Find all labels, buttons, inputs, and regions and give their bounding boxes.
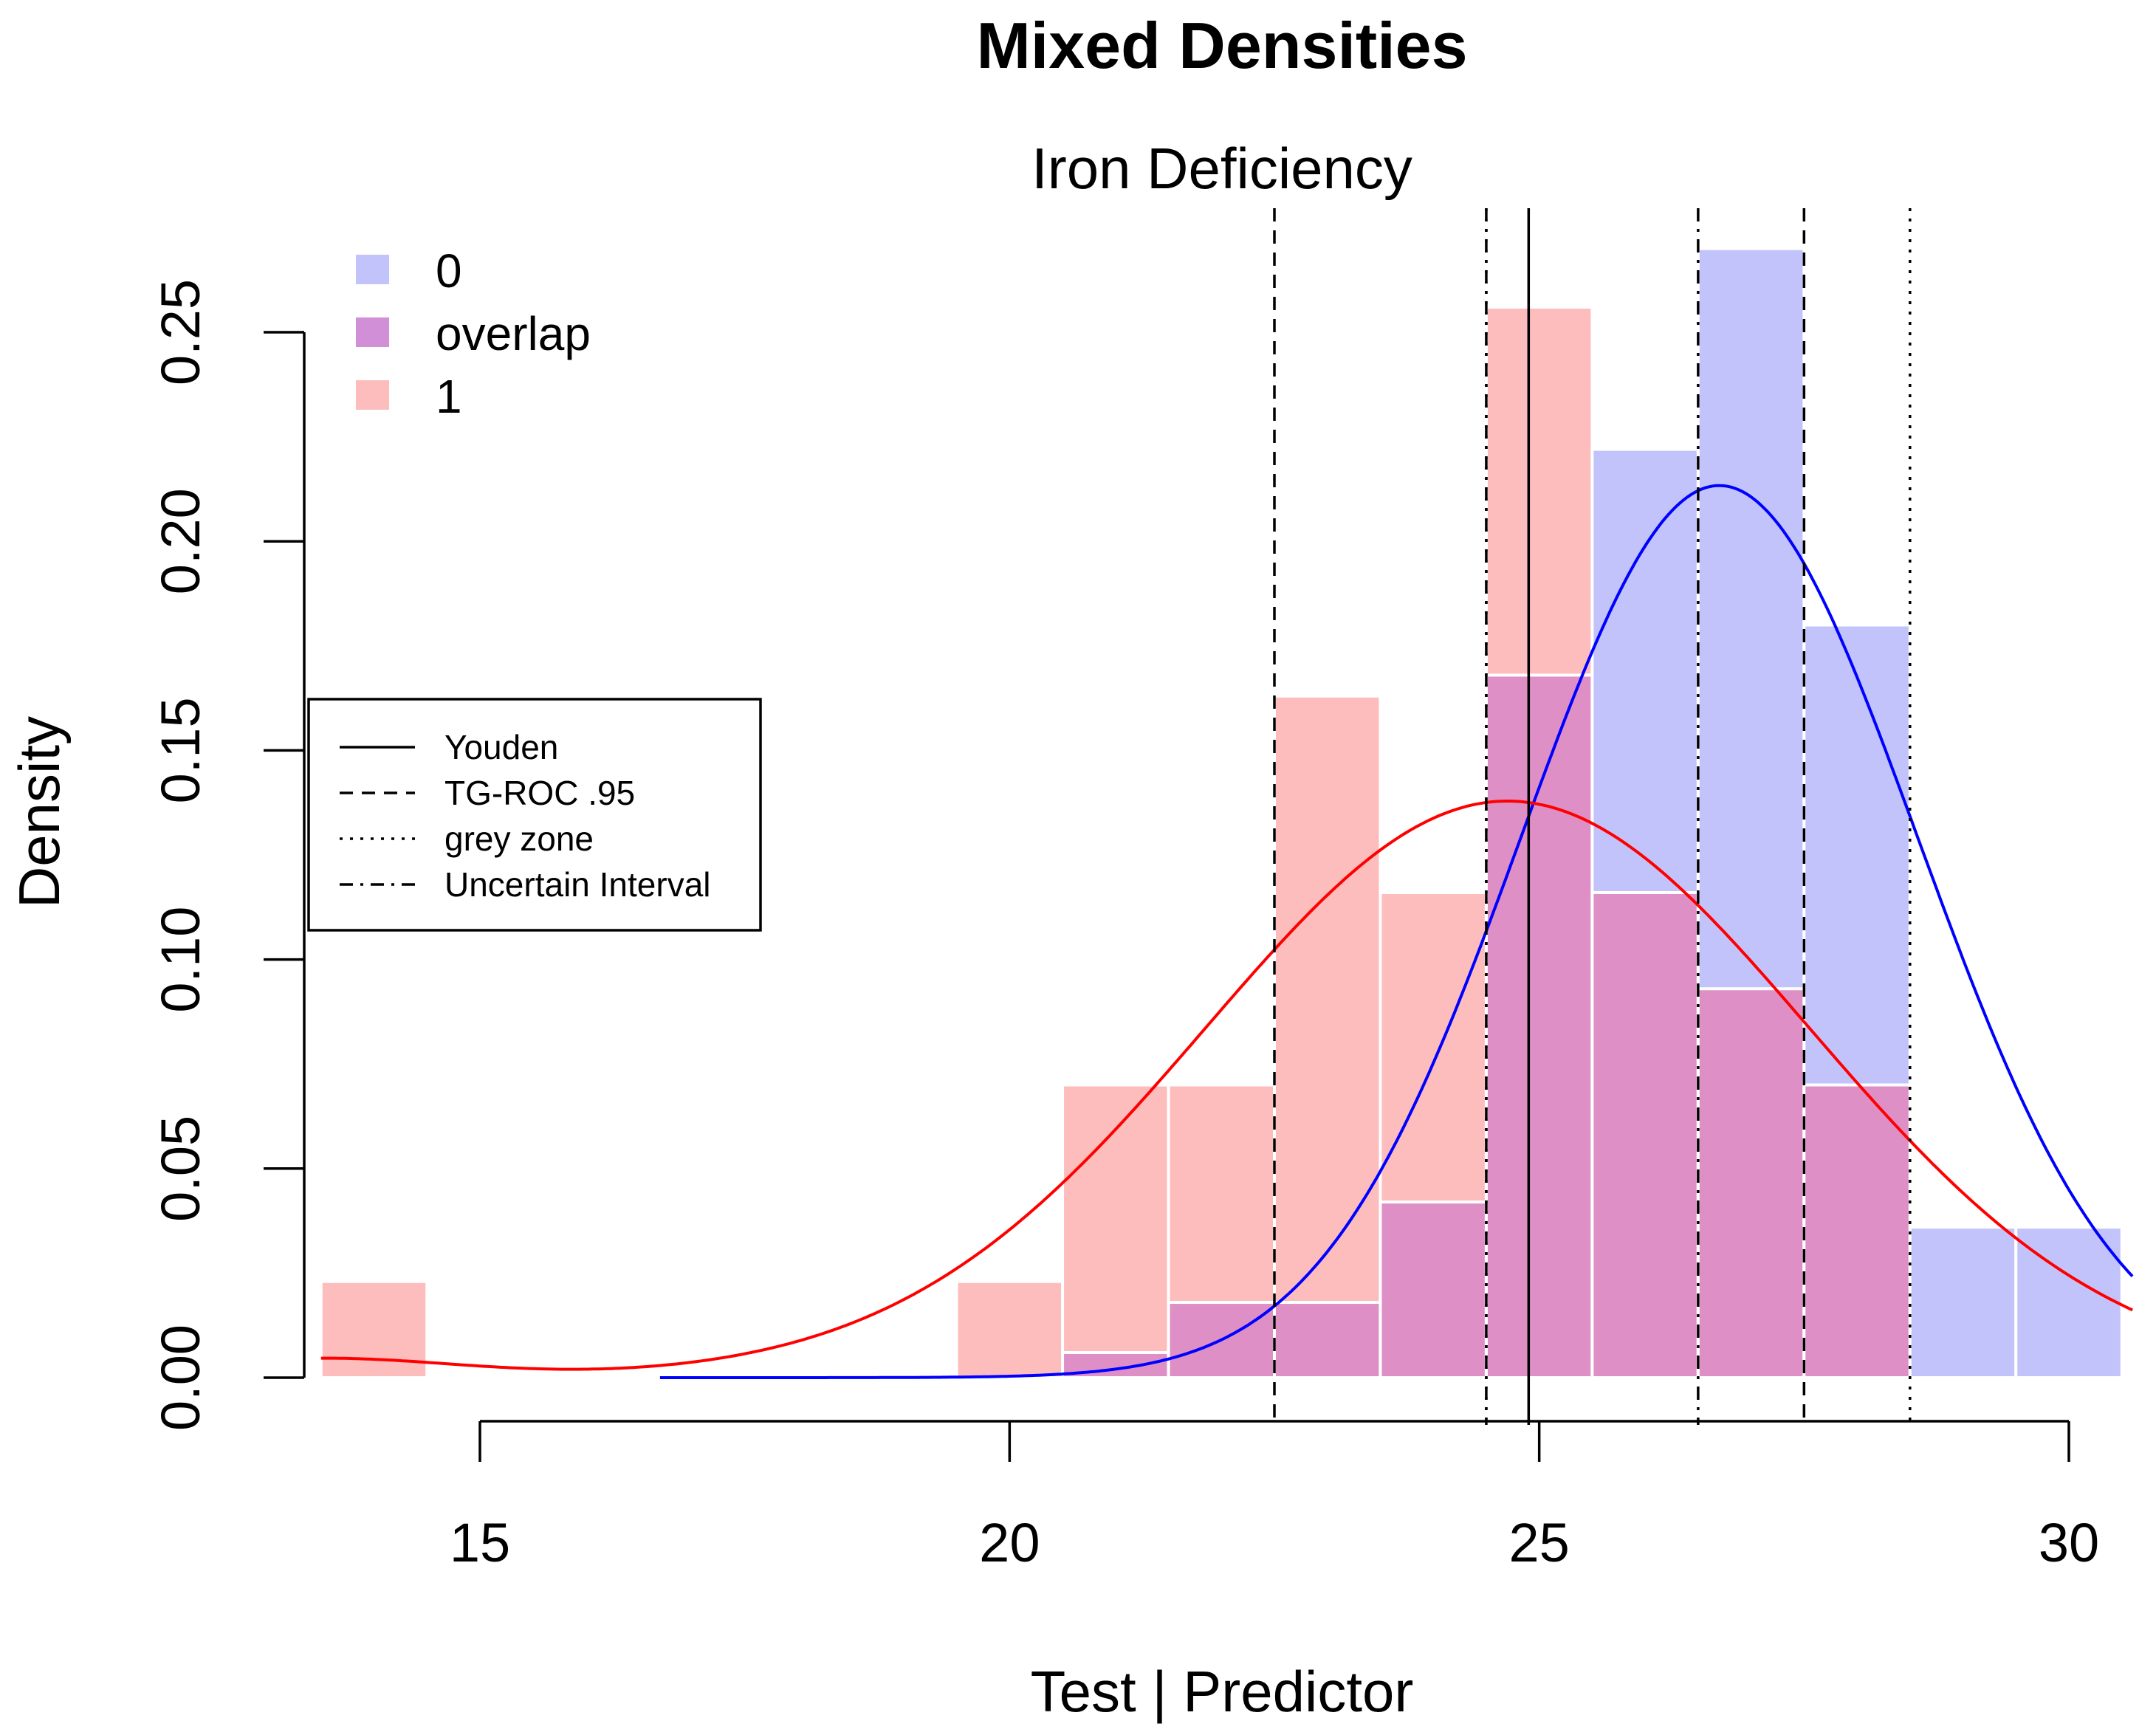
legend-line-label: Uncertain Interval — [444, 865, 711, 904]
chart-subtitle: Iron Deficiency — [1031, 136, 1412, 201]
legend-label: 0 — [436, 244, 462, 298]
density-curve-1 — [320, 799, 2133, 1371]
y-tick-label: 0.10 — [150, 907, 211, 1013]
histogram-bar-1 — [1273, 694, 1382, 1379]
histogram-bar-0 — [1908, 1226, 2018, 1379]
density-curve-0 — [659, 484, 2134, 1379]
histogram-bar-overlap — [1802, 1083, 1912, 1380]
fill-legend: 0 overlap 1 — [356, 244, 591, 423]
x-tick-label: 30 — [2039, 1512, 2099, 1573]
chart-title: Mixed Densities — [976, 9, 1467, 82]
legend-swatch-overlap — [356, 317, 389, 347]
legend-label: 1 — [436, 370, 462, 423]
histogram-bar-1 — [319, 1279, 429, 1380]
histogram-bar-1 — [1061, 1083, 1170, 1380]
y-tick-label: 0.15 — [150, 697, 211, 803]
x-axis-label: Test | Predictor — [1031, 1659, 1414, 1724]
legend-label: overlap — [436, 307, 591, 360]
histogram-bar-overlap — [1696, 987, 1806, 1380]
histogram-bars — [319, 247, 2124, 1380]
x-tick-label: 20 — [979, 1512, 1040, 1573]
y-tick-label: 0.20 — [150, 488, 211, 594]
y-axis-label: Density — [7, 716, 72, 908]
axes: 15 20 25 30 0.00 0.05 0.10 0.15 0.20 0.25 — [150, 279, 2099, 1573]
legend-swatch-1 — [356, 380, 389, 410]
y-tick-label: 0.25 — [150, 279, 211, 385]
line-legend: Youden TG-ROC .95 grey zone Uncertain Inter… — [307, 698, 762, 932]
histogram-bar-overlap — [1590, 890, 1700, 1379]
density-curves — [320, 484, 2134, 1379]
line-legend-box — [307, 698, 762, 932]
y-tick-label: 0.00 — [150, 1325, 211, 1431]
histogram-bar-1 — [955, 1279, 1065, 1380]
cutpoint-lines — [1273, 208, 1912, 1425]
legend-line-label: Youden — [444, 728, 558, 766]
x-tick-label: 15 — [450, 1512, 510, 1573]
histogram-bar-overlap — [1484, 673, 1594, 1379]
histogram-bar-overlap — [1379, 1200, 1488, 1380]
legend-swatch-0 — [356, 255, 389, 284]
histogram-bar-overlap — [1273, 1301, 1382, 1379]
legend-line-label: TG-ROC .95 — [444, 774, 635, 812]
legend-line-label: grey zone — [444, 820, 594, 858]
x-tick-label: 25 — [1509, 1512, 1570, 1573]
y-tick-label: 0.05 — [150, 1116, 211, 1222]
